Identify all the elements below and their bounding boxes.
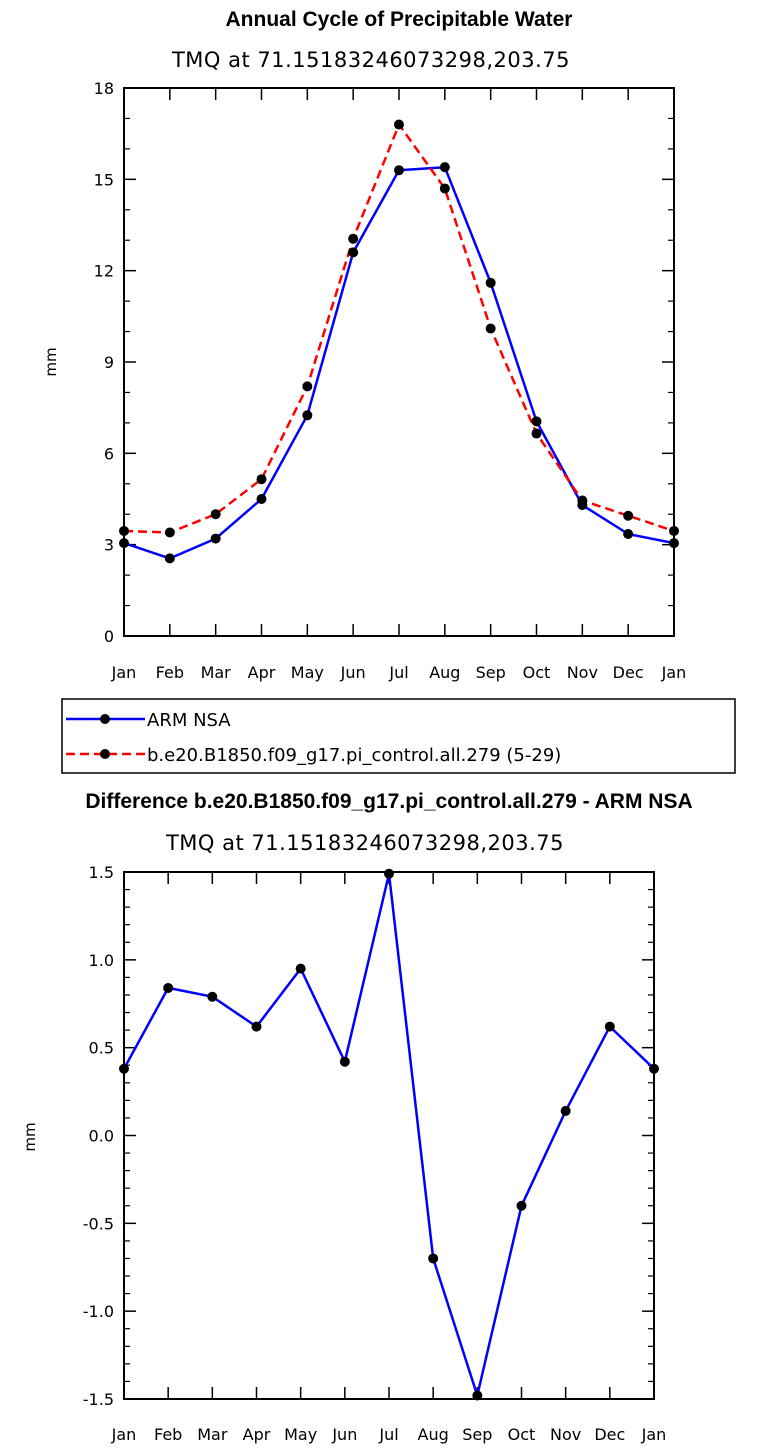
series-0-point: [164, 553, 175, 564]
y-tick-label: 6: [104, 444, 114, 463]
chart1-plot-frame: [123, 87, 675, 637]
series-1-point: [210, 509, 221, 520]
series-0-point: [516, 1200, 527, 1211]
x-tick-label: Aug: [418, 1425, 449, 1444]
chart2-series: [119, 868, 659, 1401]
x-tick-label: Mar: [197, 1425, 228, 1444]
y-tick-label: 1.0: [89, 951, 114, 970]
series-1-point: [164, 527, 175, 538]
series-1-point: [577, 495, 588, 506]
legend-box: [61, 698, 736, 774]
chart2-title: Difference b.e20.B1850.f09_g17.pi_contro…: [85, 790, 692, 813]
series-0-point: [394, 165, 404, 176]
x-tick-label: May: [291, 663, 324, 682]
chart1-ticks: Jan Feb Mar Apr May Jun Jul Aug Sep Oct Nov Dec Jan 0…: [94, 79, 687, 682]
series-0-point: [339, 1056, 350, 1067]
x-tick-label: Apr: [243, 1425, 271, 1444]
y-tick-label: 15: [94, 170, 114, 189]
x-tick-label: Nov: [550, 1425, 581, 1444]
y-tick-label: 12: [94, 262, 114, 281]
series-0-point: [531, 416, 542, 427]
series-1-point: [348, 233, 359, 244]
series-0-point: [384, 868, 394, 879]
x-tick-label: Jun: [340, 663, 366, 682]
x-tick-label: Nov: [567, 663, 598, 682]
chart1-subtitle: TMQ at 71.15183246073298,203.75: [171, 48, 570, 72]
series-line-1: [123, 123, 675, 534]
y-tick-label: 18: [94, 79, 114, 98]
x-tick-label: Oct: [523, 663, 551, 682]
series-0-point: [439, 162, 450, 173]
x-tick-label: Jan: [641, 1425, 667, 1444]
x-tick-label: Feb: [156, 663, 184, 682]
legend-entry-arm-nsa: ARM NSA: [66, 710, 231, 731]
series-0-point: [210, 533, 221, 544]
x-tick-label: Feb: [154, 1425, 182, 1444]
x-tick-label: May: [284, 1425, 317, 1444]
x-tick-label: Jul: [378, 1425, 398, 1444]
series-0-point: [295, 963, 306, 974]
series-0-point: [485, 277, 496, 288]
series-0-point: [428, 1253, 439, 1264]
y-tick-label: -1.5: [83, 1390, 114, 1409]
legend-entry-model: b.e20.B1850.f09_g17.pi_control.all.279 (…: [66, 745, 561, 766]
chart-difference: Difference b.e20.B1850.f09_g17.pi_contro…: [21, 790, 693, 1444]
series-0-point: [163, 982, 174, 993]
x-tick-label: Jul: [388, 663, 408, 682]
series-1-point: [531, 428, 542, 439]
chart1-legend: ARM NSA b.e20.B1850.f09_g17.pi_control.a…: [61, 698, 736, 774]
series-line-0: [123, 165, 675, 560]
x-tick-label: Mar: [201, 663, 232, 682]
chart2-plot-frame: [123, 871, 655, 1400]
x-tick-label: Jun: [331, 1425, 357, 1444]
x-tick-label: Jan: [111, 1425, 137, 1444]
x-tick-label: Aug: [429, 663, 460, 682]
y-tick-label: -1.0: [83, 1302, 114, 1321]
y-tick-label: 3: [104, 536, 114, 555]
chart2-subtitle: TMQ at 71.15183246073298,203.75: [165, 831, 564, 855]
x-tick-label: Oct: [508, 1425, 536, 1444]
series-1-point: [394, 119, 404, 130]
legend-marker-arm-nsa: [100, 714, 110, 724]
series-1-point: [256, 474, 267, 485]
y-tick-label: 0.5: [89, 1039, 114, 1058]
series-1-point: [623, 510, 634, 521]
x-tick-label: Jan: [111, 663, 137, 682]
series-line-0: [122, 872, 655, 1397]
series-0-point: [472, 1390, 483, 1401]
x-tick-label: Sep: [462, 1425, 492, 1444]
y-tick-label: 0.0: [89, 1127, 114, 1146]
legend-label-model: b.e20.B1850.f09_g17.pi_control.all.279 (…: [147, 745, 561, 766]
x-tick-label: Dec: [613, 663, 644, 682]
chart1-title: Annual Cycle of Precipitable Water: [226, 8, 573, 31]
series-1-point: [439, 183, 450, 194]
chart-annual-cycle: Annual Cycle of Precipitable Water TMQ a…: [42, 8, 736, 774]
series-0-point: [207, 991, 218, 1002]
series-0-point: [623, 529, 634, 540]
chart1-y-axis-label: mm: [42, 347, 60, 376]
y-tick-label: 9: [104, 353, 114, 372]
x-tick-label: Jan: [661, 663, 687, 682]
y-tick-label: -0.5: [83, 1214, 114, 1233]
x-tick-label: Dec: [594, 1425, 625, 1444]
series-0-point: [348, 247, 359, 258]
x-tick-label: Sep: [476, 663, 506, 682]
y-tick-label: 1.5: [89, 863, 114, 882]
series-0-point: [560, 1105, 571, 1116]
legend-marker-model: [100, 749, 110, 759]
series-0-point: [256, 494, 267, 504]
chart2-ticks: Jan Feb Mar Apr May Jun Jul Aug Sep Oct Nov Dec Jan -…: [83, 863, 667, 1444]
legend-label-arm-nsa: ARM NSA: [147, 710, 231, 731]
chart2-y-axis-label: mm: [21, 1122, 39, 1151]
series-0-point: [302, 410, 313, 421]
series-1-point: [302, 381, 313, 392]
y-tick-label: 0: [104, 627, 114, 646]
chart1-series: [119, 119, 679, 564]
series-0-point: [251, 1021, 262, 1032]
series-0-point: [604, 1021, 615, 1032]
x-tick-label: Apr: [248, 663, 276, 682]
series-1-point: [485, 323, 496, 334]
